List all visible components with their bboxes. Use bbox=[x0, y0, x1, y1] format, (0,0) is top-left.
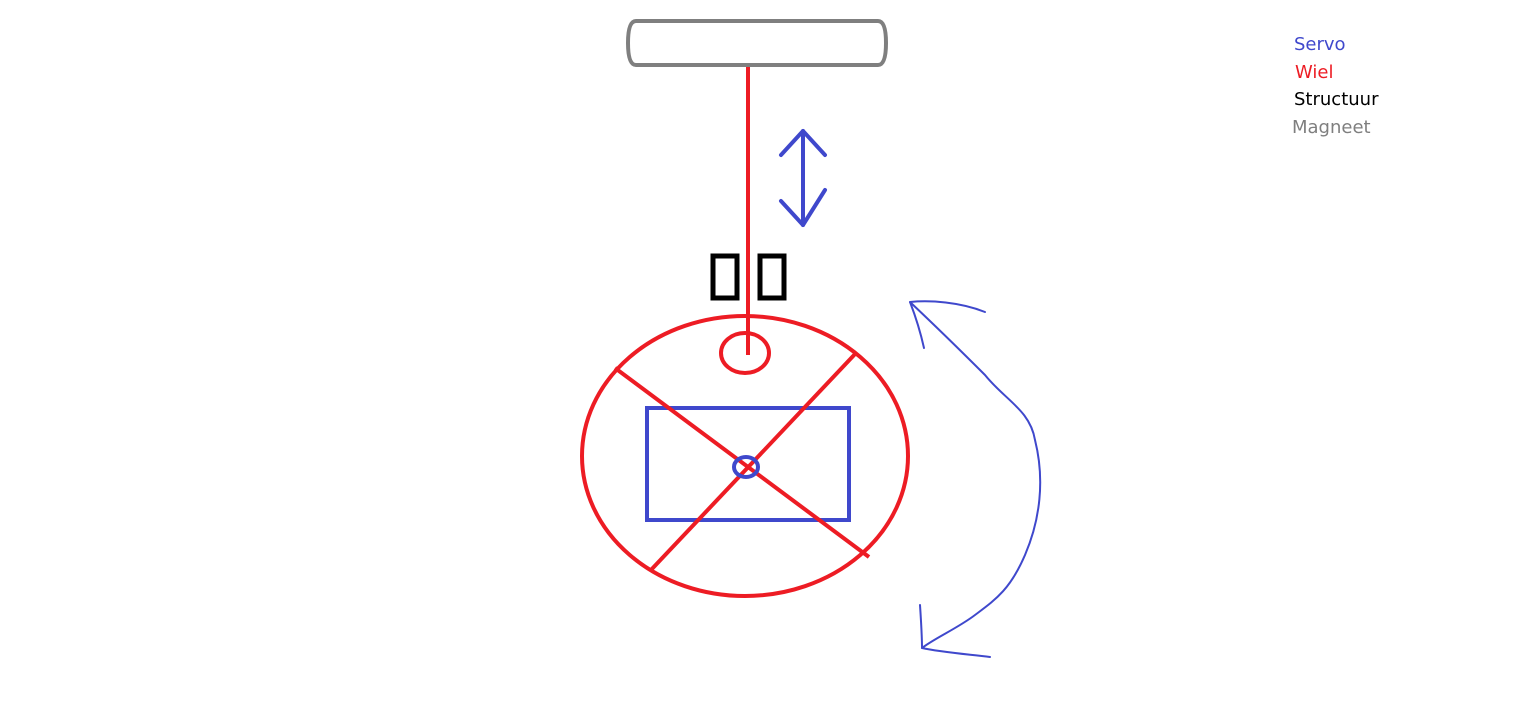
rod-ring bbox=[719, 331, 771, 375]
legend-item-wiel: Wiel bbox=[1295, 61, 1334, 83]
linear-motion-arrow bbox=[779, 129, 827, 227]
structure-block-right bbox=[757, 253, 787, 301]
structure-block-left bbox=[710, 253, 740, 301]
wheel-spoke-1 bbox=[613, 366, 871, 559]
wheel-spoke-2 bbox=[648, 351, 858, 573]
legend-item-structuur: Structuur bbox=[1294, 89, 1379, 110]
magnet-bar bbox=[625, 19, 889, 67]
servo-body bbox=[645, 406, 851, 522]
legend: Servo Wiel Structuur Magneet bbox=[1292, 31, 1378, 141]
servo-axle bbox=[732, 455, 760, 479]
legend-item-servo: Servo bbox=[1294, 34, 1346, 55]
rotation-arrow bbox=[909, 300, 1042, 658]
legend-item-magneet: Magneet bbox=[1292, 116, 1371, 138]
wheel-outline bbox=[580, 314, 910, 598]
